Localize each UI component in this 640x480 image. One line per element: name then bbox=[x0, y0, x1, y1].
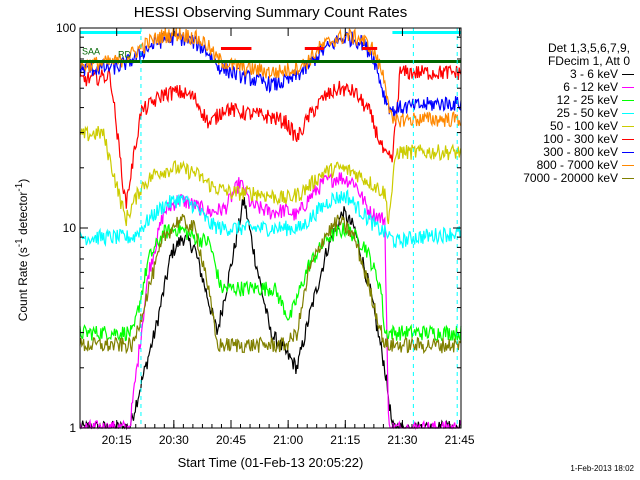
legend-label: 100 - 300 keV bbox=[543, 132, 618, 146]
legend-entry-0: 3 - 6 keV bbox=[480, 68, 638, 81]
legend-swatch bbox=[622, 126, 634, 127]
legend-swatch bbox=[622, 113, 634, 114]
chart-title: HESSI Observing Summary Count Rates bbox=[133, 4, 408, 21]
legend-swatch bbox=[622, 139, 634, 140]
legend-label: 50 - 100 keV bbox=[549, 119, 618, 133]
legend-swatch bbox=[622, 152, 634, 153]
series-line-7 bbox=[79, 27, 462, 128]
legend-entry-7: 800 - 7000 keV bbox=[480, 159, 638, 172]
y-tick-label-2: 100 bbox=[56, 21, 76, 35]
legend-swatch bbox=[622, 100, 634, 101]
legend-label: 12 - 25 keV bbox=[556, 93, 618, 107]
flag-label-2: RD bbox=[118, 49, 131, 59]
legend-label: 25 - 50 keV bbox=[556, 106, 618, 120]
series-line-6 bbox=[79, 30, 462, 119]
legend-swatch bbox=[622, 165, 634, 166]
legend-entry-6: 300 - 800 keV bbox=[480, 146, 638, 159]
legend-label: 800 - 7000 keV bbox=[536, 158, 618, 172]
legend-entry-3: 25 - 50 keV bbox=[480, 107, 638, 120]
legend-swatch bbox=[622, 74, 634, 75]
legend-header-line-1: Det 1,3,5,6,7,9, bbox=[547, 41, 630, 55]
x-tick-label-6: 21:45 bbox=[445, 433, 475, 447]
legend-swatch bbox=[622, 178, 634, 179]
legend-entry-5: 100 - 300 keV bbox=[480, 133, 638, 146]
y-axis-label: Count Rate (s-1 detector-1) bbox=[14, 178, 30, 322]
series-line-2 bbox=[79, 220, 462, 343]
legend-label: 300 - 800 keV bbox=[543, 145, 618, 159]
generation-timestamp: 1-Feb-2013 18:02 bbox=[570, 464, 634, 473]
legend-entry-8: 7000 - 20000 keV bbox=[480, 172, 638, 185]
y-tick-label-1: 10 bbox=[63, 221, 77, 235]
legend-entry-2: 12 - 25 keV bbox=[480, 94, 638, 107]
x-tick-label-4: 21:15 bbox=[330, 433, 360, 447]
series-line-1 bbox=[79, 172, 462, 431]
legend-header-line-2: FDecim 1, Att 0 bbox=[547, 54, 630, 68]
legend-label: 7000 - 20000 keV bbox=[523, 171, 618, 185]
legend-entry-4: 50 - 100 keV bbox=[480, 120, 638, 133]
y-tick-label-0: 1 bbox=[69, 421, 76, 435]
x-tick-label-0: 20:15 bbox=[102, 433, 132, 447]
series-line-3 bbox=[79, 189, 462, 249]
series-line-5 bbox=[79, 64, 462, 209]
x-tick-label-1: 20:30 bbox=[159, 433, 189, 447]
series-line-8 bbox=[79, 213, 462, 355]
x-axis-label: Start Time (01-Feb-13 20:05:22) bbox=[177, 455, 364, 470]
flag-label-0: SAA bbox=[82, 46, 100, 56]
x-tick-label-3: 21:00 bbox=[273, 433, 303, 447]
legend-label: 3 - 6 keV bbox=[569, 67, 618, 81]
legend-swatch bbox=[622, 87, 634, 88]
legend-label: 6 - 12 keV bbox=[563, 80, 618, 94]
x-tick-label-5: 21:30 bbox=[387, 433, 417, 447]
x-tick-label-2: 20:45 bbox=[216, 433, 246, 447]
series-line-4 bbox=[79, 125, 462, 227]
legend-entry-1: 6 - 12 keV bbox=[480, 81, 638, 94]
legend: Det 1,3,5,6,7,9, FDecim 1, Att 0 3 - 6 k… bbox=[480, 42, 638, 185]
